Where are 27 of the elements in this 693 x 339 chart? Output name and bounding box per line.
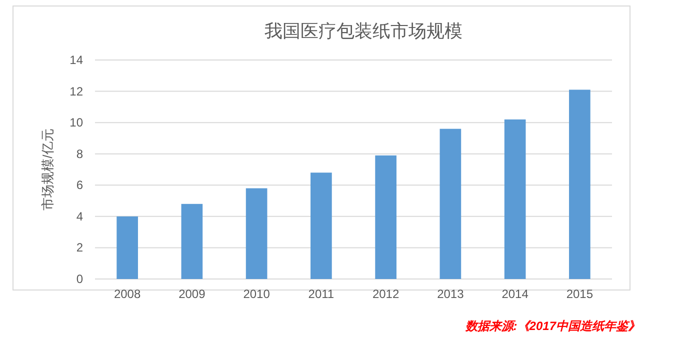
bar <box>310 172 332 279</box>
chart-title: 我国医疗包装纸市场规模 <box>264 21 462 41</box>
bar <box>440 128 462 279</box>
bar <box>116 216 138 279</box>
x-tick-label: 2013 <box>437 287 464 301</box>
x-tick-label: 2010 <box>243 287 270 301</box>
y-axis-title: 市场规模/亿元 <box>40 128 55 210</box>
x-tick-label: 2012 <box>372 287 400 301</box>
y-tick-label: 2 <box>76 240 84 255</box>
bar <box>181 204 203 279</box>
y-tick-label: 8 <box>76 146 84 161</box>
x-tick-label: 2008 <box>114 287 141 301</box>
source-note: 数据来源:《2017中国造纸年鉴》 <box>464 319 640 333</box>
y-tick-label: 10 <box>70 116 84 130</box>
bar <box>375 155 396 279</box>
bar <box>504 119 526 279</box>
y-tick-label: 14 <box>70 53 84 67</box>
x-tick-label: 2014 <box>502 287 529 301</box>
bar <box>569 90 590 279</box>
bar <box>246 188 268 279</box>
x-tick-label: 2015 <box>566 287 594 301</box>
y-tick-label: 6 <box>76 178 84 192</box>
y-tick-label: 4 <box>76 209 84 224</box>
x-tick-label: 2011 <box>308 287 334 301</box>
x-tick-label: 2009 <box>178 287 206 301</box>
y-tick-label: 0 <box>76 272 84 286</box>
y-tick-label: 12 <box>70 84 84 98</box>
